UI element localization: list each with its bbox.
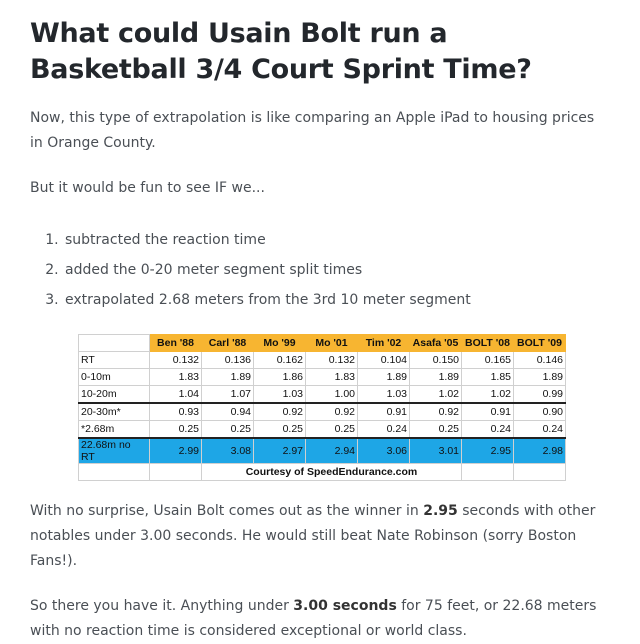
- table-cell: 0.146: [513, 351, 566, 369]
- table-cell: 1.89: [201, 368, 254, 386]
- table-cell: 1.83: [149, 368, 202, 386]
- table-cell: RT: [78, 351, 150, 369]
- table-cell: Mo '01: [305, 334, 358, 352]
- table-cell: Ben '88: [149, 334, 202, 352]
- table-cell: 0.150: [409, 351, 462, 369]
- table-cell: 3.01: [409, 437, 462, 464]
- table-cell: Asafa '05: [409, 334, 462, 352]
- table-cell: 0.25: [253, 420, 306, 439]
- table-cell: 1.89: [513, 368, 566, 386]
- table-row: 22.68m no RT 2.99 3.08 2.97 2.94 3.06 3.01 2.95…: [78, 437, 566, 464]
- table-cell: Carl '88: [201, 334, 254, 352]
- table-cell: 0.25: [409, 420, 462, 439]
- table-cell: 0.92: [409, 402, 462, 421]
- table-cell: [149, 463, 202, 481]
- list-item: subtracted the reaction time: [63, 225, 610, 255]
- table-cell: 0.25: [201, 420, 254, 439]
- table-cell: 0.25: [305, 420, 358, 439]
- table-cell: Tim '02: [357, 334, 410, 352]
- table-cell: BOLT '08: [461, 334, 514, 352]
- table-cell: 0.92: [253, 402, 306, 421]
- table-cell: 0.25: [149, 420, 202, 439]
- table-cell: 2.98: [513, 437, 566, 464]
- page-title: What could Usain Bolt run a Basketball 3…: [30, 18, 532, 85]
- table-cell: 0.91: [357, 402, 410, 421]
- result-paragraph: With no surprise, Usain Bolt comes out a…: [30, 503, 596, 569]
- table-row: *2.68m 0.25 0.25 0.25 0.25 0.24 0.25 0.24 0.24: [78, 420, 566, 439]
- lead-paragraph: But it would be fun to see IF we...: [30, 180, 265, 196]
- table-row: 0-10m 1.83 1.89 1.86 1.83 1.89 1.89 1.85 1.89: [78, 368, 566, 386]
- intro-paragraph: Now, this type of extrapolation is like …: [30, 110, 595, 151]
- table-cell: BOLT '09: [513, 334, 566, 352]
- table-cell: 1.83: [305, 368, 358, 386]
- table-cell: 0.132: [305, 351, 358, 369]
- table-cell: 2.95: [461, 437, 514, 464]
- steps-list: subtracted the reaction time added the 0…: [30, 225, 610, 315]
- table-cell: 1.00: [305, 385, 358, 404]
- table-cell: 1.89: [409, 368, 462, 386]
- table-cell: Mo '99: [253, 334, 306, 352]
- table-cell: *2.68m: [78, 420, 150, 439]
- table-cell: 2.97: [253, 437, 306, 464]
- table-cell: 0.92: [305, 402, 358, 421]
- table-header-row: Ben '88 Carl '88 Mo '99 Mo '01 Tim '02 Asafa …: [78, 334, 566, 352]
- table-cell: 22.68m no RT: [78, 437, 150, 464]
- table-credit-row: Courtesy of SpeedEndurance.com: [78, 463, 566, 481]
- table-cell: 1.04: [149, 385, 202, 404]
- table-cell: 2.99: [149, 437, 202, 464]
- table-cell: 0.165: [461, 351, 514, 369]
- table-cell: 1.86: [253, 368, 306, 386]
- table-cell: 0.91: [461, 402, 514, 421]
- table-cell: 0.104: [357, 351, 410, 369]
- table-cell: 10-20m: [78, 385, 150, 404]
- table-cell: 1.02: [461, 385, 514, 404]
- table-cell: [78, 334, 150, 352]
- table-cell: 1.07: [201, 385, 254, 404]
- list-item: extrapolated 2.68 meters from the 3rd 10…: [63, 285, 610, 315]
- table-cell: 0.24: [357, 420, 410, 439]
- table-cell: 2.94: [305, 437, 358, 464]
- table-cell: 1.02: [409, 385, 462, 404]
- table-cell: 3.06: [357, 437, 410, 464]
- table-cell: 1.85: [461, 368, 514, 386]
- table-row: 10-20m 1.04 1.07 1.03 1.00 1.03 1.02 1.02 0.99: [78, 385, 566, 404]
- table-cell: 0.136: [201, 351, 254, 369]
- table-cell: 0.93: [149, 402, 202, 421]
- split-times-table: Ben '88 Carl '88 Mo '99 Mo '01 Tim '02 Asafa …: [78, 334, 566, 481]
- table-cell: 0-10m: [78, 368, 150, 386]
- table-cell: Courtesy of SpeedEndurance.com: [201, 463, 462, 481]
- table-cell: 0.162: [253, 351, 306, 369]
- table-cell: 0.94: [201, 402, 254, 421]
- table-cell: 1.03: [253, 385, 306, 404]
- table-cell: 0.24: [461, 420, 514, 439]
- table-cell: 20-30m*: [78, 402, 150, 421]
- table-cell: 3.08: [201, 437, 254, 464]
- table-cell: 1.89: [357, 368, 410, 386]
- table-cell: 0.24: [513, 420, 566, 439]
- conclusion-paragraph: So there you have it. Anything under 3.0…: [30, 598, 597, 639]
- table-cell: 1.03: [357, 385, 410, 404]
- table-cell: 0.132: [149, 351, 202, 369]
- table-cell: [461, 463, 514, 481]
- table-row: RT 0.132 0.136 0.162 0.132 0.104 0.150 0.165 0.1…: [78, 351, 566, 369]
- table-cell: 0.99: [513, 385, 566, 404]
- table-cell: [78, 463, 150, 481]
- article: What could Usain Bolt run a Basketball 3…: [0, 16, 640, 644]
- list-item: added the 0-20 meter segment split times: [63, 255, 610, 285]
- table-row: 20-30m* 0.93 0.94 0.92 0.92 0.91 0.92 0.91 0.90: [78, 402, 566, 421]
- table-cell: [513, 463, 566, 481]
- table-cell: 0.90: [513, 402, 566, 421]
